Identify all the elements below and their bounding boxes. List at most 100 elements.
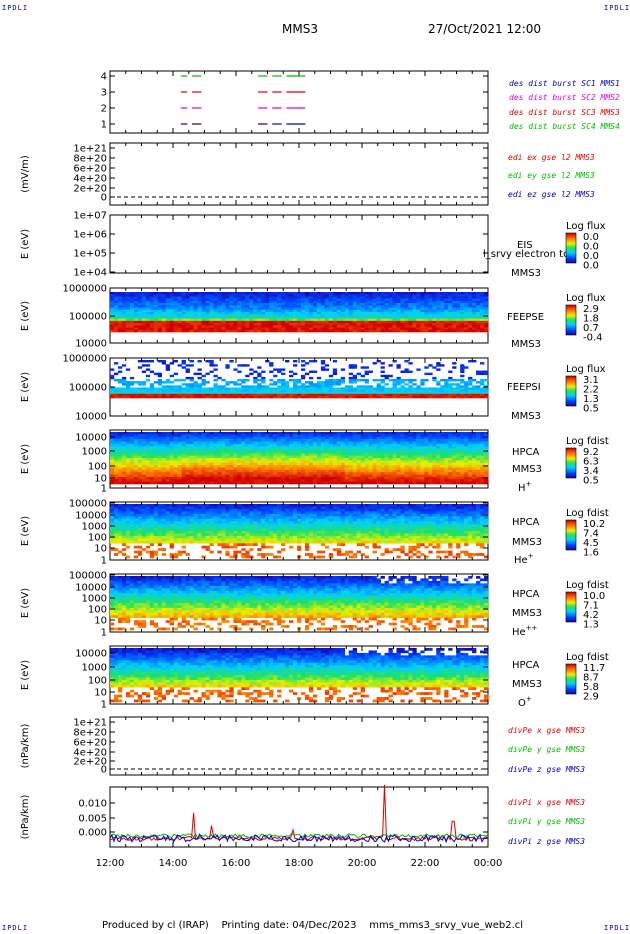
spectrogram-cell bbox=[460, 479, 465, 482]
spectrogram-cell bbox=[233, 434, 238, 438]
spectrogram-cell bbox=[388, 469, 393, 473]
spectrogram-cell bbox=[185, 434, 190, 438]
spectrogram-cell bbox=[253, 450, 258, 454]
spectrogram-cell bbox=[193, 450, 198, 454]
spectrogram-cell bbox=[137, 448, 143, 452]
spectrogram-cell bbox=[360, 446, 365, 449]
spectrogram-cell bbox=[380, 450, 385, 454]
spectrogram-cell bbox=[340, 465, 346, 468]
spectrogram-cell bbox=[145, 318, 151, 322]
spectrogram-cell bbox=[412, 387, 417, 390]
spectrogram-cell bbox=[233, 474, 238, 478]
spectrogram-cell bbox=[356, 467, 361, 471]
spectrogram-cell bbox=[197, 436, 202, 440]
spectrogram-cell bbox=[436, 443, 441, 447]
spectrogram-cell bbox=[269, 294, 274, 297]
spectrogram-cell bbox=[221, 446, 226, 449]
spectrogram-cell bbox=[245, 325, 250, 328]
spectrogram-cell bbox=[400, 479, 405, 482]
spectrogram-cell bbox=[205, 476, 210, 480]
spectrogram-cell bbox=[480, 379, 485, 382]
spectrogram-cell bbox=[472, 453, 477, 456]
spectrogram-cell bbox=[324, 448, 330, 452]
spectrogram-cell bbox=[368, 389, 373, 392]
spectrogram-cell bbox=[125, 472, 131, 475]
spectrogram-cell bbox=[185, 439, 190, 442]
spectrogram-cell bbox=[237, 389, 242, 392]
spectrogram bbox=[110, 360, 489, 399]
spectrogram-cell bbox=[297, 307, 302, 311]
spectrogram-cell bbox=[456, 432, 461, 435]
spectrogram-cell bbox=[384, 325, 389, 328]
spectrogram-cell bbox=[165, 446, 170, 449]
spectrogram-cell bbox=[364, 325, 369, 328]
spectrogram-cell bbox=[468, 296, 473, 299]
spectrogram-cell bbox=[161, 327, 167, 331]
spectrogram-cell bbox=[161, 458, 167, 461]
spectrogram-cell bbox=[110, 314, 115, 317]
spectrogram-cell bbox=[480, 298, 485, 302]
spectrogram-cell bbox=[356, 439, 361, 442]
spectrogram-cell bbox=[177, 305, 182, 308]
spectrogram-cell bbox=[225, 434, 230, 438]
spectrogram-cell bbox=[424, 479, 429, 482]
spectrogram-cell bbox=[145, 360, 151, 363]
spectrogram-cell bbox=[344, 441, 350, 445]
spectrogram-cell bbox=[233, 294, 238, 297]
spectrogram-cell bbox=[316, 481, 322, 485]
spectrogram-cell bbox=[209, 370, 214, 373]
spectrogram-cell bbox=[324, 307, 330, 311]
spectrogram-cell bbox=[352, 434, 357, 438]
spectrogram-cell bbox=[484, 305, 489, 308]
spectrogram-cell bbox=[121, 305, 127, 308]
spectrogram-cell bbox=[137, 432, 143, 435]
spectrogram-cell bbox=[197, 325, 202, 328]
spectrogram-cell bbox=[205, 458, 210, 461]
spectrogram-cell bbox=[281, 305, 286, 308]
spectrogram-cell bbox=[141, 436, 147, 440]
spectrogram-cell bbox=[125, 453, 131, 456]
spectrogram-cell bbox=[336, 391, 342, 395]
spectrogram-cell bbox=[129, 465, 135, 468]
spectrogram-cell bbox=[348, 446, 354, 449]
spectrogram-cell bbox=[141, 448, 147, 452]
spectrogram-cell bbox=[253, 379, 258, 382]
spectrogram-cell bbox=[324, 329, 330, 333]
spectrogram-cell bbox=[149, 314, 155, 317]
spectrogram-cell bbox=[372, 298, 377, 302]
spectrogram-cell bbox=[161, 439, 167, 442]
spectrogram-cell bbox=[133, 325, 139, 328]
spectrogram-cell bbox=[456, 298, 461, 302]
spectrogram-cell bbox=[360, 434, 365, 438]
spectrogram-cell bbox=[133, 395, 139, 399]
spectrogram-cell bbox=[400, 432, 405, 435]
spectrogram-cell bbox=[332, 300, 338, 304]
spectrogram-cell bbox=[217, 303, 222, 306]
spectrogram-cell bbox=[161, 303, 167, 306]
spectrogram-cell bbox=[241, 448, 246, 452]
spectrogram-cell bbox=[348, 292, 354, 295]
spectrogram-cell bbox=[452, 467, 457, 471]
spectrogram-cell bbox=[352, 443, 357, 447]
spectrogram-cell bbox=[133, 455, 139, 459]
spectrogram-cell bbox=[269, 296, 274, 299]
spectrogram-cell bbox=[269, 481, 274, 485]
spectrogram-cell bbox=[193, 462, 198, 466]
spectrogram-cell bbox=[428, 479, 433, 482]
spectrogram-cell bbox=[328, 479, 334, 482]
spectrogram-cell bbox=[444, 320, 449, 324]
spectrogram-cell bbox=[388, 318, 393, 322]
spectrogram-cell bbox=[129, 307, 135, 311]
spectrogram-cell bbox=[332, 381, 338, 384]
spectrogram-cell bbox=[400, 453, 405, 456]
spectrogram-cell bbox=[364, 462, 369, 466]
spectrogram-cell bbox=[265, 481, 270, 485]
spectrogram-cell bbox=[348, 329, 354, 333]
spectrogram-cell bbox=[308, 434, 314, 438]
spectrogram-cell bbox=[165, 476, 170, 480]
spectrogram-cell bbox=[197, 460, 202, 464]
spectrogram-cell bbox=[320, 307, 326, 311]
spectrogram-cell bbox=[340, 393, 346, 397]
spectrogram-cell bbox=[229, 312, 234, 315]
spectrogram-cell bbox=[157, 327, 163, 331]
